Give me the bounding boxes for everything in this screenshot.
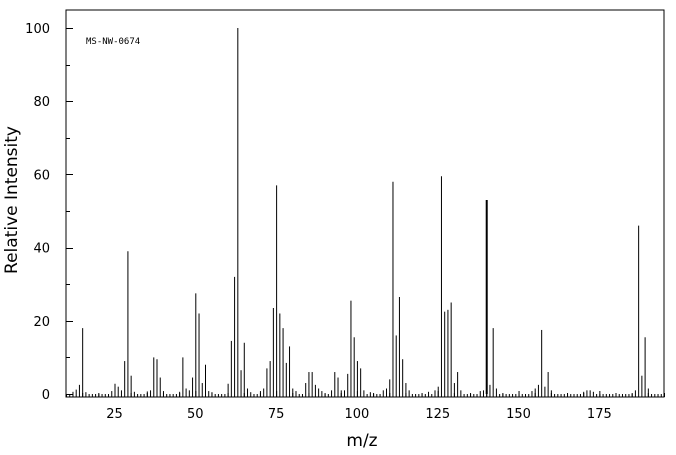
x-axis-title: m/z: [346, 431, 377, 451]
x-tick-label: 150: [506, 407, 531, 422]
spectrum-id-label: MS-NW-0674: [86, 37, 140, 47]
x-tick-label: 25: [106, 407, 123, 422]
y-tick-label: 60: [33, 168, 50, 183]
spectrum-peaks: [72, 28, 649, 394]
y-axis-title: Relative Intensity: [2, 126, 22, 274]
x-tick-label: 175: [587, 407, 612, 422]
x-tick-label: 125: [425, 407, 450, 422]
y-tick-label: 40: [33, 242, 50, 257]
y-tick-label: 0: [42, 388, 50, 403]
y-tick-label: 20: [33, 315, 50, 330]
x-axis-ticks: 25 50 75 100 125 150 175: [82, 391, 665, 422]
y-axis-ticks: 0 20 40 60 80 100: [25, 22, 73, 403]
baseline-minor-ticks: [66, 394, 665, 397]
x-tick-label: 50: [187, 407, 204, 422]
x-tick-label: 100: [345, 407, 370, 422]
y-tick-label: 100: [25, 22, 50, 37]
y-tick-label: 80: [33, 95, 50, 110]
plot-frame: [65, 9, 665, 398]
x-tick-label: 75: [268, 407, 285, 422]
